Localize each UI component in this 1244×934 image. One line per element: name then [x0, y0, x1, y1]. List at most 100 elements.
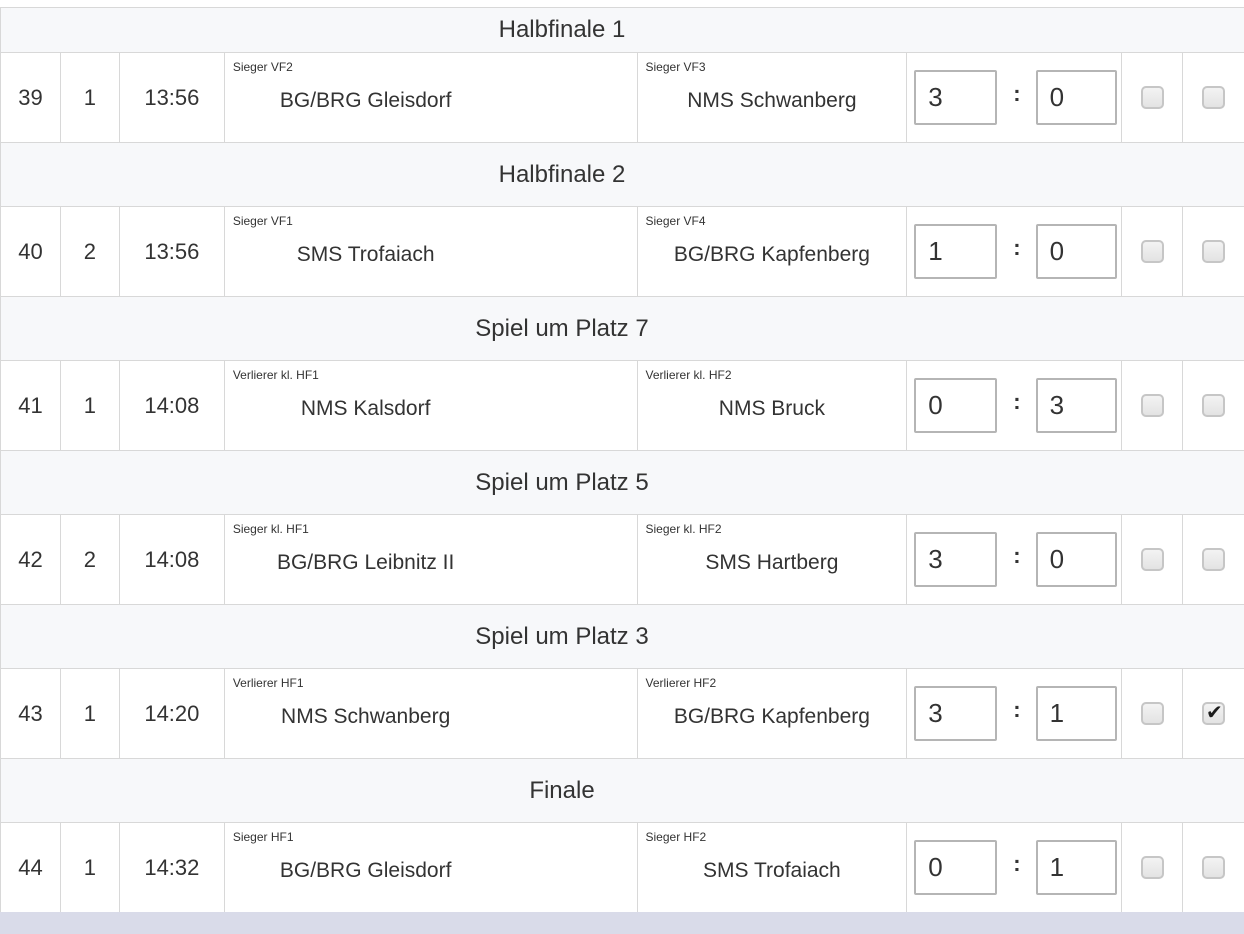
score-away-input[interactable] [1035, 686, 1117, 741]
match-row: 43 1 14:20 Verlierer HF1 NMS Schwanberg … [0, 669, 1244, 759]
match-row: 44 1 14:32 Sieger HF1 BG/BRG Gleisdorf S… [0, 823, 1244, 913]
section-title-wrap: Spiel um Platz 3 [1, 623, 1123, 651]
home-team-name: SMS Trofaiach [296, 243, 435, 266]
score-away-input[interactable] [1035, 224, 1117, 279]
section-header-row: Spiel um Platz 7 [0, 297, 1244, 361]
section-title: Halbfinale 1 [498, 16, 626, 43]
away-seed-label: Sieger VF3 [645, 60, 706, 74]
match-time: 13:56 [144, 238, 200, 264]
checkbox-cell-2: ✔ [1183, 361, 1244, 450]
section-header-row: Halbfinale 1 [0, 8, 1244, 53]
result-checkbox-1[interactable]: ✔ [1140, 856, 1164, 879]
score-separator: : [1013, 234, 1021, 260]
section-title-wrap: Halbfinale 2 [1, 161, 1123, 189]
away-seed-label: Sieger HF2 [645, 830, 707, 844]
tournament-schedule-table: Halbfinale 1 39 1 13:56 Sieger VF2 BG/BR… [0, 7, 1244, 913]
home-team-name: BG/BRG Gleisdorf [279, 859, 452, 882]
match-number-cell: 40 [1, 207, 61, 296]
score-home-input[interactable] [914, 686, 998, 741]
score-away-input[interactable] [1035, 532, 1117, 587]
result-checkbox-2[interactable]: ✔ [1202, 856, 1226, 879]
section-title: Spiel um Platz 7 [475, 314, 649, 342]
away-team-name: BG/BRG Kapfenberg [673, 243, 870, 266]
away-seed-label: Verlierer HF2 [645, 676, 717, 690]
away-team-name: NMS Bruck [718, 397, 825, 420]
court-number: 1 [83, 700, 97, 726]
away-team-cell: Verlierer HF2 BG/BRG Kapfenberg [638, 669, 908, 758]
score-home-input[interactable] [914, 224, 998, 279]
checkbox-cell-2: ✔ [1183, 515, 1244, 604]
home-team-name: BG/BRG Gleisdorf [279, 89, 452, 112]
court-cell: 2 [61, 515, 120, 604]
result-checkbox-2[interactable]: ✔ [1202, 86, 1226, 109]
section-title: Spiel um Platz 3 [475, 622, 649, 650]
home-seed-label: Sieger kl. HF1 [232, 522, 309, 536]
court-number: 2 [83, 546, 97, 572]
score-separator: : [1013, 388, 1021, 414]
score-cell: : [907, 823, 1123, 912]
time-cell: 14:20 [120, 669, 225, 758]
section-title-wrap: Spiel um Platz 7 [1, 315, 1123, 343]
time-cell: 14:32 [120, 823, 225, 912]
match-number: 43 [18, 700, 43, 726]
result-checkbox-2[interactable]: ✔ [1202, 240, 1226, 263]
court-cell: 1 [61, 53, 120, 142]
court-cell: 1 [61, 669, 120, 758]
home-seed-label: Sieger VF1 [232, 214, 293, 228]
checkbox-cell-1: ✔ [1122, 669, 1184, 758]
match-number-cell: 44 [1, 823, 61, 912]
checkbox-cell-1: ✔ [1122, 515, 1184, 604]
result-checkbox-1[interactable]: ✔ [1140, 548, 1164, 571]
score-home-input[interactable] [914, 840, 998, 895]
section-header-row: Finale [0, 759, 1244, 823]
score-away-input[interactable] [1035, 378, 1117, 433]
result-checkbox-2[interactable]: ✔ [1202, 548, 1226, 571]
score-away-input[interactable] [1035, 70, 1117, 125]
away-team-cell: Sieger HF2 SMS Trofaiach [638, 823, 908, 912]
checkbox-cell-2: ✔ [1183, 669, 1244, 758]
section-title: Finale [529, 776, 595, 804]
footer-bar [0, 912, 1244, 934]
match-row: 41 1 14:08 Verlierer kl. HF1 NMS Kalsdor… [0, 361, 1244, 451]
result-checkbox-1[interactable]: ✔ [1140, 702, 1164, 725]
home-team-cell: Sieger VF1 SMS Trofaiach [225, 207, 638, 296]
court-number: 2 [83, 238, 97, 264]
away-team-name: SMS Hartberg [705, 551, 839, 574]
away-team-name: SMS Trofaiach [703, 859, 841, 882]
score-cell: : [907, 361, 1123, 450]
away-seed-label: Verlierer kl. HF2 [645, 368, 732, 382]
match-row: 40 2 13:56 Sieger VF1 SMS Trofaiach Sieg… [0, 207, 1244, 297]
match-time: 14:20 [144, 700, 200, 726]
section-header-row: Spiel um Platz 5 [0, 451, 1244, 515]
home-seed-label: Verlierer kl. HF1 [232, 368, 319, 382]
score-home-input[interactable] [914, 378, 998, 433]
checkbox-cell-1: ✔ [1122, 361, 1184, 450]
home-team-name: NMS Schwanberg [281, 705, 451, 728]
time-cell: 14:08 [120, 515, 225, 604]
match-number: 42 [18, 546, 43, 572]
result-checkbox-1[interactable]: ✔ [1140, 86, 1164, 109]
score-away-input[interactable] [1035, 840, 1117, 895]
checkbox-cell-1: ✔ [1122, 207, 1184, 296]
result-checkbox-2[interactable]: ✔ [1202, 702, 1226, 725]
court-number: 1 [83, 392, 97, 418]
away-team-cell: Sieger VF3 NMS Schwanberg [638, 53, 908, 142]
court-cell: 2 [61, 207, 120, 296]
match-time: 14:08 [144, 392, 200, 418]
home-team-cell: Sieger VF2 BG/BRG Gleisdorf [225, 53, 638, 142]
section-title-wrap: Halbfinale 1 [1, 16, 1123, 44]
match-number-cell: 43 [1, 669, 61, 758]
checkbox-cell-2: ✔ [1183, 53, 1244, 142]
away-seed-label: Sieger kl. HF2 [645, 522, 722, 536]
result-checkbox-1[interactable]: ✔ [1140, 240, 1164, 263]
time-cell: 14:08 [120, 361, 225, 450]
score-home-input[interactable] [914, 532, 998, 587]
result-checkbox-1[interactable]: ✔ [1140, 394, 1164, 417]
section-title-wrap: Spiel um Platz 5 [1, 469, 1123, 497]
result-checkbox-2[interactable]: ✔ [1202, 394, 1226, 417]
home-team-cell: Sieger HF1 BG/BRG Gleisdorf [225, 823, 638, 912]
score-home-input[interactable] [914, 70, 998, 125]
checkbox-cell-1: ✔ [1122, 823, 1184, 912]
home-team-cell: Sieger kl. HF1 BG/BRG Leibnitz II [225, 515, 638, 604]
